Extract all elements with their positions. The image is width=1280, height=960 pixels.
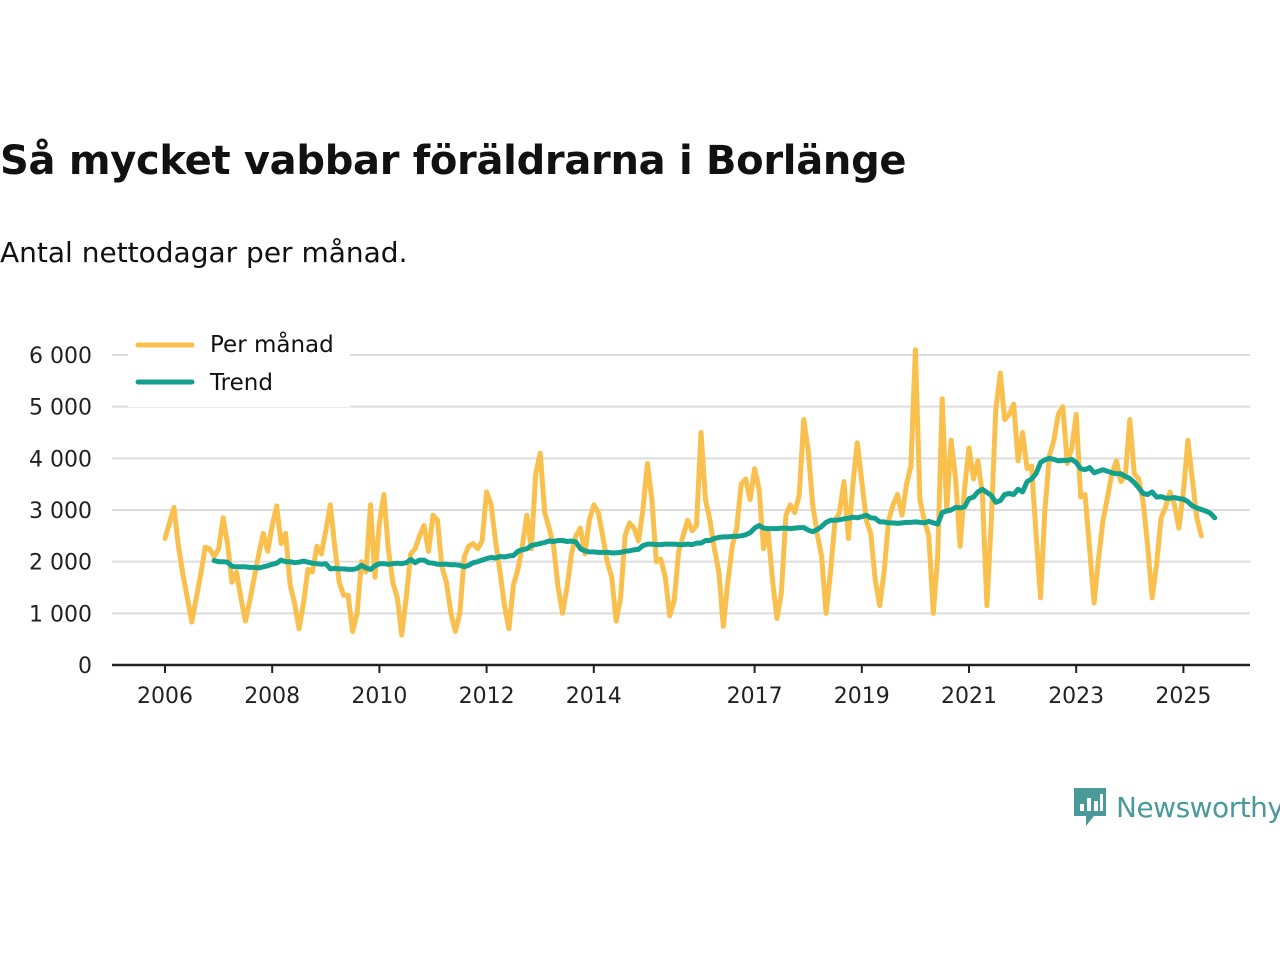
x-tick-label: 2021 xyxy=(941,684,997,709)
x-axis: 2006 2008 2010 2012 2014 2017 2019 2021 2023 2025 xyxy=(112,663,1250,709)
y-tick-label: 3 000 xyxy=(29,499,92,524)
x-tick-label: 2019 xyxy=(834,684,890,709)
legend: Per månad Trend xyxy=(128,325,350,407)
series-line-trend xyxy=(211,455,1218,572)
y-tick-label: 4 000 xyxy=(29,447,92,472)
y-tick-label: 5 000 xyxy=(29,396,92,421)
x-tick-label: 2017 xyxy=(727,684,783,709)
x-tick-label: 2008 xyxy=(244,684,300,709)
y-tick-label: 1 000 xyxy=(29,602,92,627)
legend-label-per-manad: Per månad xyxy=(210,330,334,358)
y-axis-ticks: 0 1 000 2 000 3 000 4 000 5 000 6 000 xyxy=(29,344,92,679)
y-tick-label: 2 000 xyxy=(29,551,92,576)
series-lines xyxy=(162,347,1218,638)
newsworthy-logo: Newsworthy xyxy=(1072,786,1280,828)
y-tick-label: 0 xyxy=(78,654,92,679)
x-tick-label: 2012 xyxy=(459,684,515,709)
newsworthy-logo-icon xyxy=(1074,788,1106,826)
legend-label-trend: Trend xyxy=(209,370,273,396)
x-tick-label: 2014 xyxy=(566,684,622,709)
newsworthy-logo-text: Newsworthy xyxy=(1116,790,1280,824)
chart-subtitle: Antal nettodagar per månad. xyxy=(0,236,408,269)
chart-title: Så mycket vabbar föräldrarna i Borlänge xyxy=(0,138,907,184)
x-tick-label: 2006 xyxy=(137,684,193,709)
x-tick-label: 2025 xyxy=(1155,684,1211,709)
x-tick-label: 2010 xyxy=(351,684,407,709)
y-tick-label: 6 000 xyxy=(29,344,92,369)
x-tick-label: 2023 xyxy=(1048,684,1104,709)
legend-background xyxy=(128,325,350,407)
